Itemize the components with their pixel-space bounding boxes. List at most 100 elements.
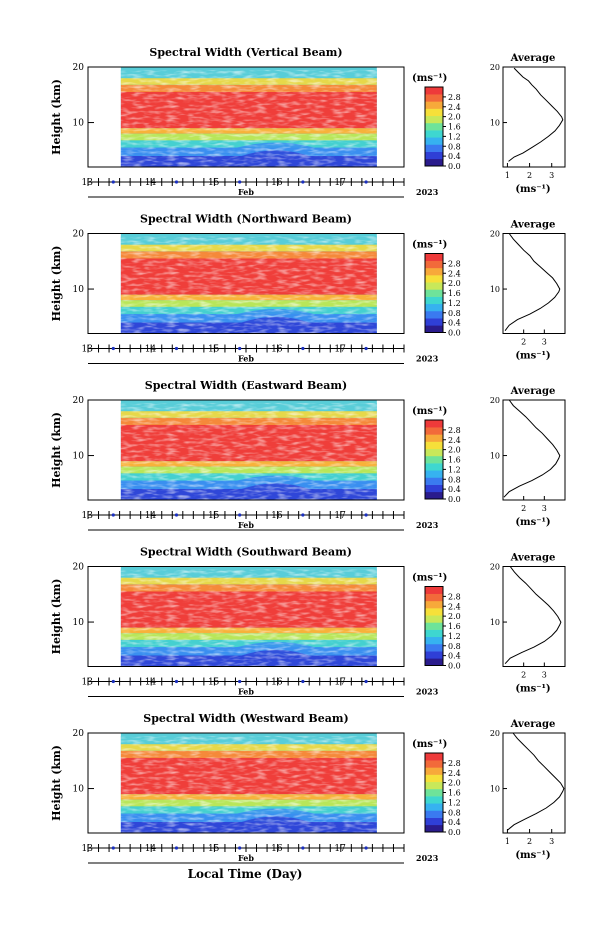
colorbar-tick-label: 1.2 [448,299,461,308]
year-label: 2023 [416,187,439,197]
y-tick-label: 20 [73,729,85,739]
x-tick-label: 14 [145,678,157,688]
day-marker [238,346,242,351]
day-marker [301,513,305,517]
avg-y-tick-label: 20 [490,729,500,738]
colorbar-swatch [425,310,443,319]
colorbar-tick-label: 0.4 [448,652,461,661]
x-tick-label: 15 [208,345,220,355]
x-tick-label: 17 [334,844,346,854]
colorbar-tick-label: 2.4 [448,103,461,112]
colorbar-swatch [425,260,443,269]
colorbar-tick-label: 2.8 [448,93,461,102]
colorbar-swatch [425,427,443,435]
colorbar-swatch [425,296,443,305]
colorbar-swatch [425,629,443,638]
avg-x-tick-label: 3 [549,837,554,846]
day-marker [364,679,368,684]
avg-y-tick-label: 10 [490,452,500,461]
x-tick-label: 16 [271,678,283,688]
x-tick-label: 13 [82,844,94,854]
colorbar-swatch [425,158,443,167]
year-label: 2023 [416,520,439,530]
month-label: Feb [238,187,254,197]
y-tick-label: 20 [73,230,85,240]
colorbar-tick-label: 2.0 [448,612,461,621]
colorbar-tick-label: 2.0 [448,779,461,788]
avg-x-tick-label: 1 [505,171,510,180]
avg-frame [502,233,566,334]
heatmap-texture [120,403,377,500]
avg-x-tick-label: 2 [527,837,532,846]
y-axis-label: Height (km) [50,246,63,322]
colorbar-tick-label: 2.4 [448,436,461,445]
colorbar-tick-label: 0.0 [448,495,461,504]
x-tick-label: 15 [208,511,220,521]
avg-frame [502,566,566,667]
heatmap [120,233,377,334]
y-tick-label: 10 [73,452,85,462]
colorbar-swatch [425,289,443,297]
colorbar-tick-label: 0.4 [448,152,461,161]
year-label: 2023 [416,853,439,863]
avg-x-tick-label: 3 [542,338,547,347]
month-label: Feb [238,520,254,530]
day-marker [238,679,242,684]
colorbar-swatch [425,318,443,326]
colorbar-tick-label: 0.8 [448,642,461,651]
chart-title: Spectral Width (Southward Beam) [140,546,352,559]
colorbar-swatch [425,420,443,428]
x-tick-label: 15 [208,844,220,854]
colorbar-tick-label: 1.6 [448,622,461,631]
x-tick-label: 14 [145,345,157,355]
colorbar-swatch [425,448,443,457]
colorbar-tick-label: 0.8 [448,309,461,318]
colorbar-swatch [425,151,443,160]
colorbar-swatch [425,463,443,471]
day-marker [174,346,179,351]
colorbar-tick-label: 0.0 [448,329,461,338]
colorbar-tick-label: 2.4 [448,602,461,611]
x-tick-label: 17 [334,178,346,188]
plot-frame [87,233,405,334]
avg-y-tick-label: 10 [490,785,500,794]
colorbar-swatch [425,774,443,783]
plot-frame [87,66,405,168]
x-tick-label: 16 [271,511,283,521]
x-tick-label: 17 [334,345,346,355]
avg-y-tick-label: 20 [490,396,500,405]
colorbar-swatch [425,130,443,138]
colorbar-tick-label: 1.6 [448,123,461,132]
y-tick-label: 20 [73,63,85,73]
chart-title: Spectral Width (Westward Beam) [143,712,348,725]
panel-1: Spectral Width (Vertical Beam) 20 10 Height… [50,46,566,198]
heatmap-texture [120,736,377,833]
colorbar-swatch [425,470,443,478]
colorbar-unit: (ms⁻¹) [412,406,447,417]
x-tick-label: 13 [82,511,94,521]
colorbar-tick-label: 1.2 [448,132,461,141]
colorbar-tick-label: 2.8 [448,426,461,435]
panel-5: Spectral Width (Westward Beam) 20 10 Height… [50,712,566,864]
heatmap-texture [120,569,377,667]
x-tick-label: 17 [334,511,346,521]
colorbar-unit: (ms⁻¹) [412,240,447,251]
x-tick-label: 14 [145,178,157,188]
day-marker [174,679,179,684]
day-marker [301,679,305,684]
colorbar-tick-label: 2.4 [448,769,461,778]
colorbar-swatch [425,282,443,290]
colorbar-swatch [425,608,443,616]
month-label: Feb [238,853,254,863]
colorbar-swatch [425,484,443,493]
colorbar-swatch [425,760,443,768]
avg-x-tick-label: 2 [521,338,526,347]
avg-title: Average [510,220,556,231]
day-marker [174,513,179,517]
year-label: 2023 [416,687,439,697]
colorbar-tick-label: 0.0 [448,162,461,171]
day-marker [364,513,368,517]
colorbar-swatch [425,87,443,95]
colorbar-swatch [425,137,443,145]
x-tick-label: 16 [271,178,283,188]
